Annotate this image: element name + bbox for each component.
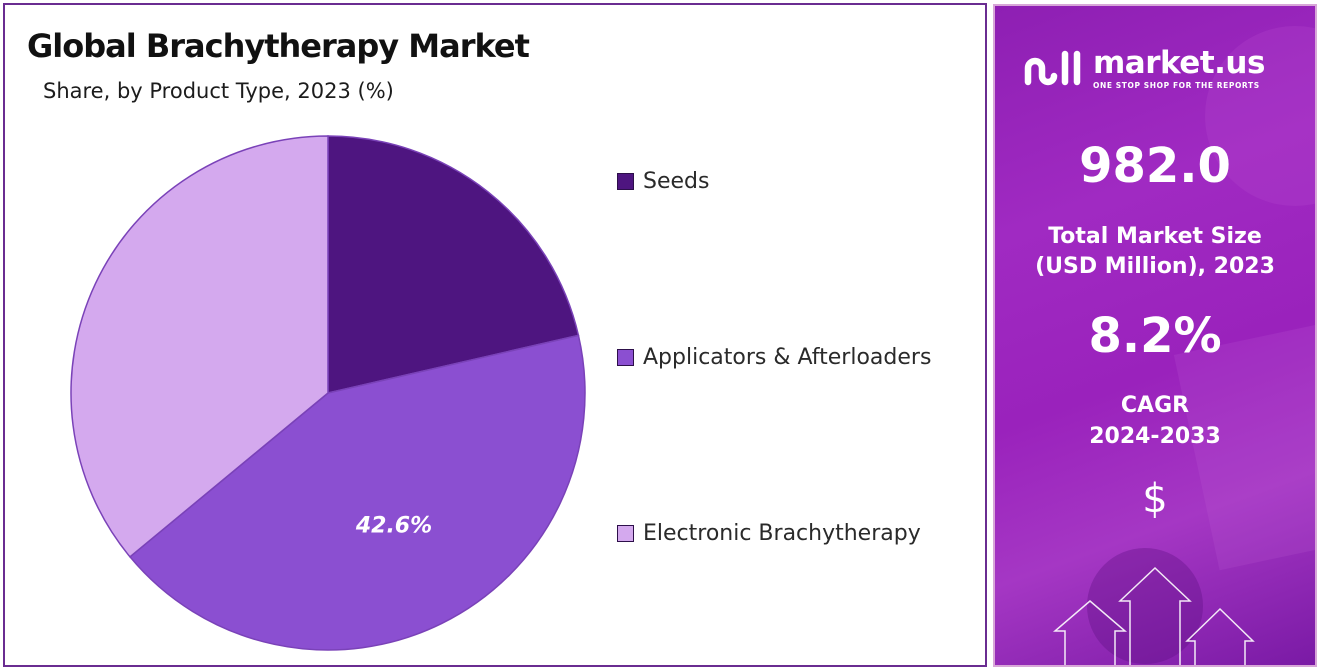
brand-tagline: ONE STOP SHOP FOR THE REPORTS — [1093, 80, 1260, 90]
brand-name: market.us — [1093, 44, 1265, 81]
legend-item-electronic: Electronic Brachytherapy — [617, 521, 921, 546]
cagr-period: 2024-2033 — [1089, 424, 1221, 449]
pie-slice-electronic-brachytherapy — [70, 135, 329, 558]
brand-logo: market.us ONE STOP SHOP FOR THE REPORTS — [1023, 46, 1265, 90]
legend-swatch-applicators — [617, 349, 634, 366]
cagr-value: 8.2% — [1088, 308, 1222, 364]
pie-slice-applicators-afterloaders — [128, 334, 586, 651]
data-label-applicators-afterloaders: 42.6% — [355, 514, 432, 539]
cagr-label: CAGR — [1120, 393, 1190, 418]
growth-arrows-icon — [1052, 566, 1255, 665]
market-us-logo-icon — [1024, 50, 1081, 86]
legend-label-electronic: Electronic Brachytherapy — [643, 521, 921, 546]
legend-label-applicators: Applicators & Afterloaders — [643, 345, 932, 370]
background-decoration — [1052, 26, 1315, 665]
market-size-label-line2: (USD Million), 2023 — [1035, 254, 1275, 279]
legend-item-applicators: Applicators & Afterloaders — [617, 345, 931, 370]
pie-slice-seeds — [327, 135, 580, 394]
dollar-icon: $ — [1142, 476, 1168, 522]
chart-panel: Global Brachytherapy Market Share, by Pr… — [3, 3, 987, 667]
chart-subtitle: Share, by Product Type, 2023 (%) — [43, 79, 394, 103]
market-size-value: 982.0 — [1079, 138, 1231, 194]
legend-swatch-electronic — [617, 525, 634, 542]
market-size-label-line1: Total Market Size — [1048, 224, 1262, 249]
chart-title: Global Brachytherapy Market — [27, 27, 530, 65]
legend-item-seeds: Seeds — [617, 169, 709, 194]
summary-panel: market.us ONE STOP SHOP FOR THE REPORTS … — [993, 4, 1317, 667]
legend-swatch-seeds — [617, 173, 634, 190]
legend-label-seeds: Seeds — [643, 169, 710, 194]
pie-chart: 42.6% — [70, 135, 586, 651]
